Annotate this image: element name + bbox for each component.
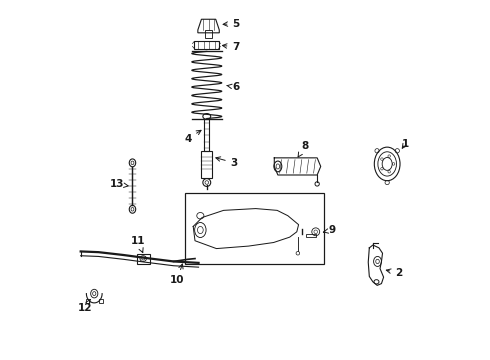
Bar [194,41,219,49]
Text: 9: 9 [323,225,336,235]
Text: 12: 12 [78,300,92,312]
Text: 3: 3 [216,157,238,168]
Bar [205,30,212,38]
Bar [204,119,209,152]
Text: 13: 13 [110,179,128,189]
Bar [99,299,103,302]
Text: 8: 8 [298,141,309,157]
Bar [201,152,212,178]
Text: 2: 2 [386,268,402,278]
Bar [86,299,89,302]
Bar [185,193,324,264]
Text: 4: 4 [184,130,201,144]
Text: 7: 7 [222,42,240,52]
Text: 5: 5 [223,18,240,28]
Text: 10: 10 [170,264,184,285]
Text: 6: 6 [227,82,240,92]
Bar [137,253,149,264]
Text: 1: 1 [401,139,409,149]
Bar [306,234,317,237]
Text: 11: 11 [130,236,145,253]
